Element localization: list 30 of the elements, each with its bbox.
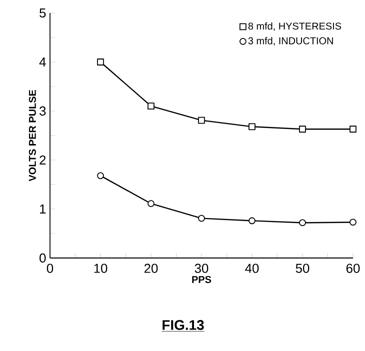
point	[350, 218, 356, 226]
point	[299, 126, 306, 133]
y-tick-label: 5	[40, 8, 46, 18]
point	[299, 219, 306, 226]
y-tick-label: 4	[39, 58, 46, 66]
y-tick-label: 3	[40, 106, 46, 116]
x-tick-label: 50	[296, 264, 310, 273]
point	[148, 102, 154, 110]
legend-label: 8 mfd, HYSTERESIS	[248, 22, 342, 31]
point	[97, 58, 104, 66]
point	[248, 123, 256, 130]
y-axis-title: VOLTS PER PULSE	[28, 90, 36, 182]
y-tick-label: 1	[40, 204, 46, 214]
point	[248, 217, 256, 224]
x-axis-title: PPS	[192, 276, 212, 284]
point	[148, 200, 154, 208]
caption: FIG.13	[162, 320, 204, 330]
point	[350, 126, 356, 133]
point	[198, 214, 205, 222]
y-tick-label: 0	[40, 253, 46, 263]
x-tick-label: 60	[346, 264, 360, 273]
x-tick-label: 30	[194, 264, 208, 273]
x-tick-label: 10	[94, 264, 108, 273]
x-tick-label: 20	[144, 264, 158, 273]
point	[198, 116, 205, 124]
x-tick-label: 40	[245, 264, 259, 273]
legend-label: 3 mfd, INDUCTION	[248, 37, 333, 46]
x-tick-label: 0	[46, 264, 54, 273]
y-tick-label: 2	[40, 155, 46, 165]
point	[97, 172, 104, 180]
